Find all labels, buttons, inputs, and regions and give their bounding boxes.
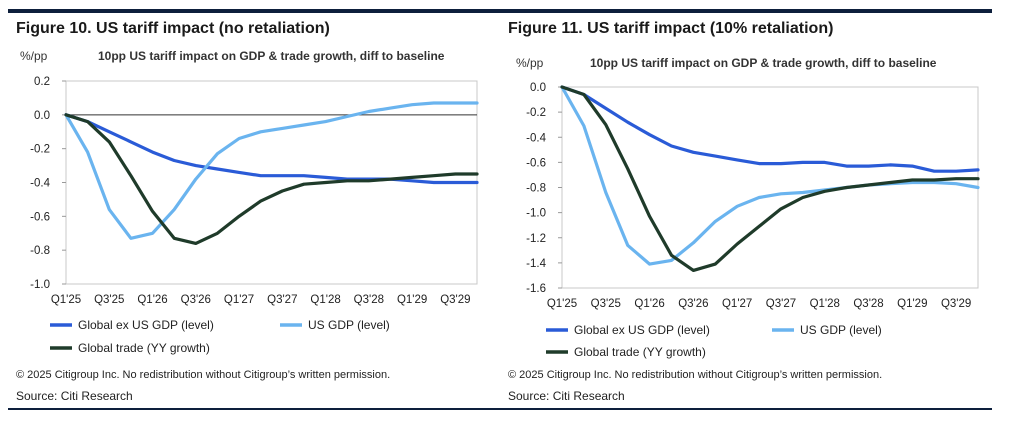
y-tick-label: -0.2 (30, 144, 50, 156)
x-tick-label: Q1'26 (137, 294, 167, 306)
x-tick-label: Q3'27 (766, 298, 796, 310)
legend-label: Global trade (YY growth) (78, 341, 210, 355)
series-line-us (64, 101, 479, 240)
x-tick-label: Q1'29 (897, 298, 927, 310)
y-tick-label: -1.2 (526, 233, 546, 245)
chart-figure-10: 0.2 0.0 -0.2 -0.4 -0.6 -0.8 -1.0Q1'25 Q3'25 Q1'2… (30, 76, 479, 355)
y-tick-label: 0.2 (34, 76, 50, 88)
series-line-global-ex-us (64, 113, 479, 185)
figure-10-panel: Figure 10. US tariff impact (no retaliat… (0, 0, 504, 431)
y-tick-label: -0.4 (526, 132, 546, 144)
y-tick-label: -1.0 (30, 279, 50, 291)
series-line-global-ex-us (560, 85, 980, 173)
x-tick-label: Q3'25 (591, 298, 621, 310)
x-tick-label: Q1'27 (722, 298, 752, 310)
chart-subtitle: 10pp US tariff impact on GDP & trade gro… (98, 49, 445, 63)
legend-label: Global ex US GDP (level) (78, 318, 214, 332)
x-tick-label: Q1'28 (810, 298, 840, 310)
top-rule (8, 9, 992, 13)
chart-figure-11: 0.0 -0.2 -0.4 -0.6 -0.8 -1.0 -1.2 -1.4 -1.6Q1'25… (526, 82, 980, 359)
x-tick-label: Q3'26 (181, 294, 211, 306)
bottom-rule (8, 408, 992, 410)
y-tick-label: -1.0 (526, 208, 546, 220)
figure-title: Figure 11. US tariff impact (10% retalia… (508, 20, 834, 37)
legend-label: Global trade (YY growth) (574, 345, 706, 359)
y-tick-label: -0.6 (526, 157, 546, 169)
copyright-note: © 2025 Citigroup Inc. No redistribution … (508, 369, 883, 381)
x-tick-label: Q3'26 (678, 298, 708, 310)
y-tick-label: -1.6 (526, 283, 546, 295)
series-line-trade (64, 113, 479, 245)
y-tick-label: 0.0 (34, 110, 50, 122)
series-line-us (560, 85, 980, 266)
y-tick-label: 0.0 (530, 82, 546, 94)
legend-label: US GDP (level) (308, 318, 390, 332)
legend-label: US GDP (level) (800, 323, 882, 337)
x-tick-label: Q3'28 (354, 294, 384, 306)
x-tick-label: Q3'25 (94, 294, 124, 306)
figure-title: Figure 10. US tariff impact (no retaliat… (16, 20, 330, 37)
x-tick-label: Q1'25 (51, 294, 81, 306)
x-tick-label: Q1'29 (397, 294, 427, 306)
plot-frame (561, 86, 979, 289)
y-tick-label: -0.2 (526, 107, 546, 119)
y-unit-label: %/pp (516, 56, 544, 70)
figure-11-panel: Figure 11. US tariff impact (10% retalia… (500, 0, 1000, 431)
chart-subtitle: 10pp US tariff impact on GDP & trade gro… (590, 56, 937, 70)
x-tick-label: Q1'28 (310, 294, 340, 306)
y-unit-label: %/pp (20, 49, 48, 63)
source-note: Source: Citi Research (16, 389, 133, 403)
x-tick-label: Q3'27 (267, 294, 297, 306)
copyright-note: © 2025 Citigroup Inc. No redistribution … (16, 369, 391, 381)
x-tick-label: Q1'25 (547, 298, 577, 310)
x-tick-label: Q3'29 (941, 298, 971, 310)
y-tick-label: -0.8 (526, 183, 546, 195)
series-line-trade (560, 85, 980, 272)
legend-label: Global ex US GDP (level) (574, 323, 710, 337)
y-tick-label: -1.4 (526, 258, 546, 270)
y-tick-label: -0.4 (30, 178, 50, 190)
y-tick-label: -0.6 (30, 211, 50, 223)
x-tick-label: Q1'26 (634, 298, 664, 310)
source-note: Source: Citi Research (508, 389, 625, 403)
y-tick-label: -0.8 (30, 245, 50, 257)
x-tick-label: Q1'27 (224, 294, 254, 306)
x-tick-label: Q3'29 (440, 294, 470, 306)
x-tick-label: Q3'28 (853, 298, 883, 310)
